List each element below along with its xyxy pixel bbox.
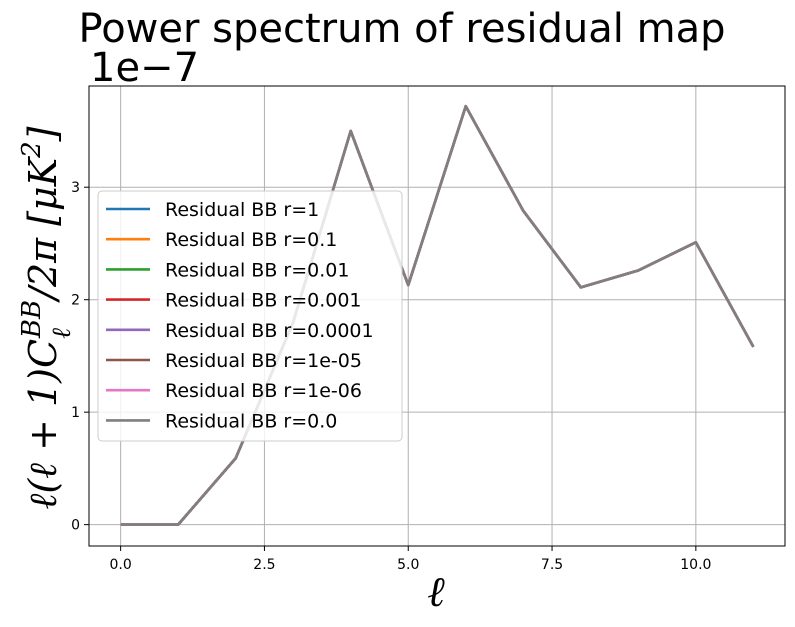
x-tick-label: 7.5: [541, 557, 563, 573]
y-tick-label: 3: [71, 180, 80, 196]
y-tick-label: 0: [71, 518, 80, 534]
legend-label-2: Residual BB r=0.01: [165, 259, 349, 281]
x-axis-label: ℓ: [427, 567, 445, 616]
x-tick-label: 2.5: [253, 557, 275, 573]
x-axis: 0.0 2.5 5.0 7.5 10.0: [110, 546, 711, 573]
legend-label-1: Residual BB r=0.1: [165, 229, 337, 251]
legend-label-6: Residual BB r=1e-06: [165, 380, 362, 402]
series-line-7: [120, 104, 755, 526]
x-tick-label: 10.0: [680, 557, 711, 573]
y-axis: 0 1 2 3: [71, 180, 89, 534]
plot-frame: [88, 85, 786, 547]
y-tick-label: 2: [71, 293, 80, 309]
y-offset-text: 1e−7: [90, 45, 199, 91]
legend: Residual BB r=1 Residual BB r=0.1 Residual…: [97, 190, 403, 442]
y-axis-label: ℓ(ℓ + 1)CℓBB/2π [μK2]: [17, 126, 77, 509]
x-tick-label: 5.0: [397, 557, 419, 573]
y-axis-label-text: ℓ(ℓ + 1)CℓBB/2π [μK2]: [17, 126, 77, 509]
legend-box: [97, 190, 403, 442]
x-tick-label: 0.0: [110, 557, 132, 573]
series-group: [120, 104, 755, 526]
y-tick-label: 1: [71, 405, 80, 421]
legend-label-7: Residual BB r=0.0: [165, 410, 337, 432]
legend-label-0: Residual BB r=1: [165, 199, 319, 221]
legend-label-3: Residual BB r=0.001: [165, 290, 362, 312]
chart-title: Power spectrum of residual map: [79, 6, 726, 52]
legend-label-5: Residual BB r=1e-05: [165, 350, 362, 372]
legend-label-4: Residual BB r=0.0001: [165, 320, 374, 342]
